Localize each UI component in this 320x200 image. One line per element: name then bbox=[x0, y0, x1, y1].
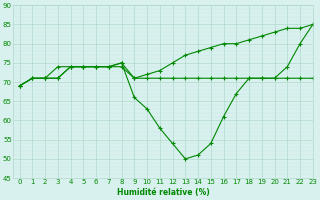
X-axis label: Humidité relative (%): Humidité relative (%) bbox=[116, 188, 209, 197]
